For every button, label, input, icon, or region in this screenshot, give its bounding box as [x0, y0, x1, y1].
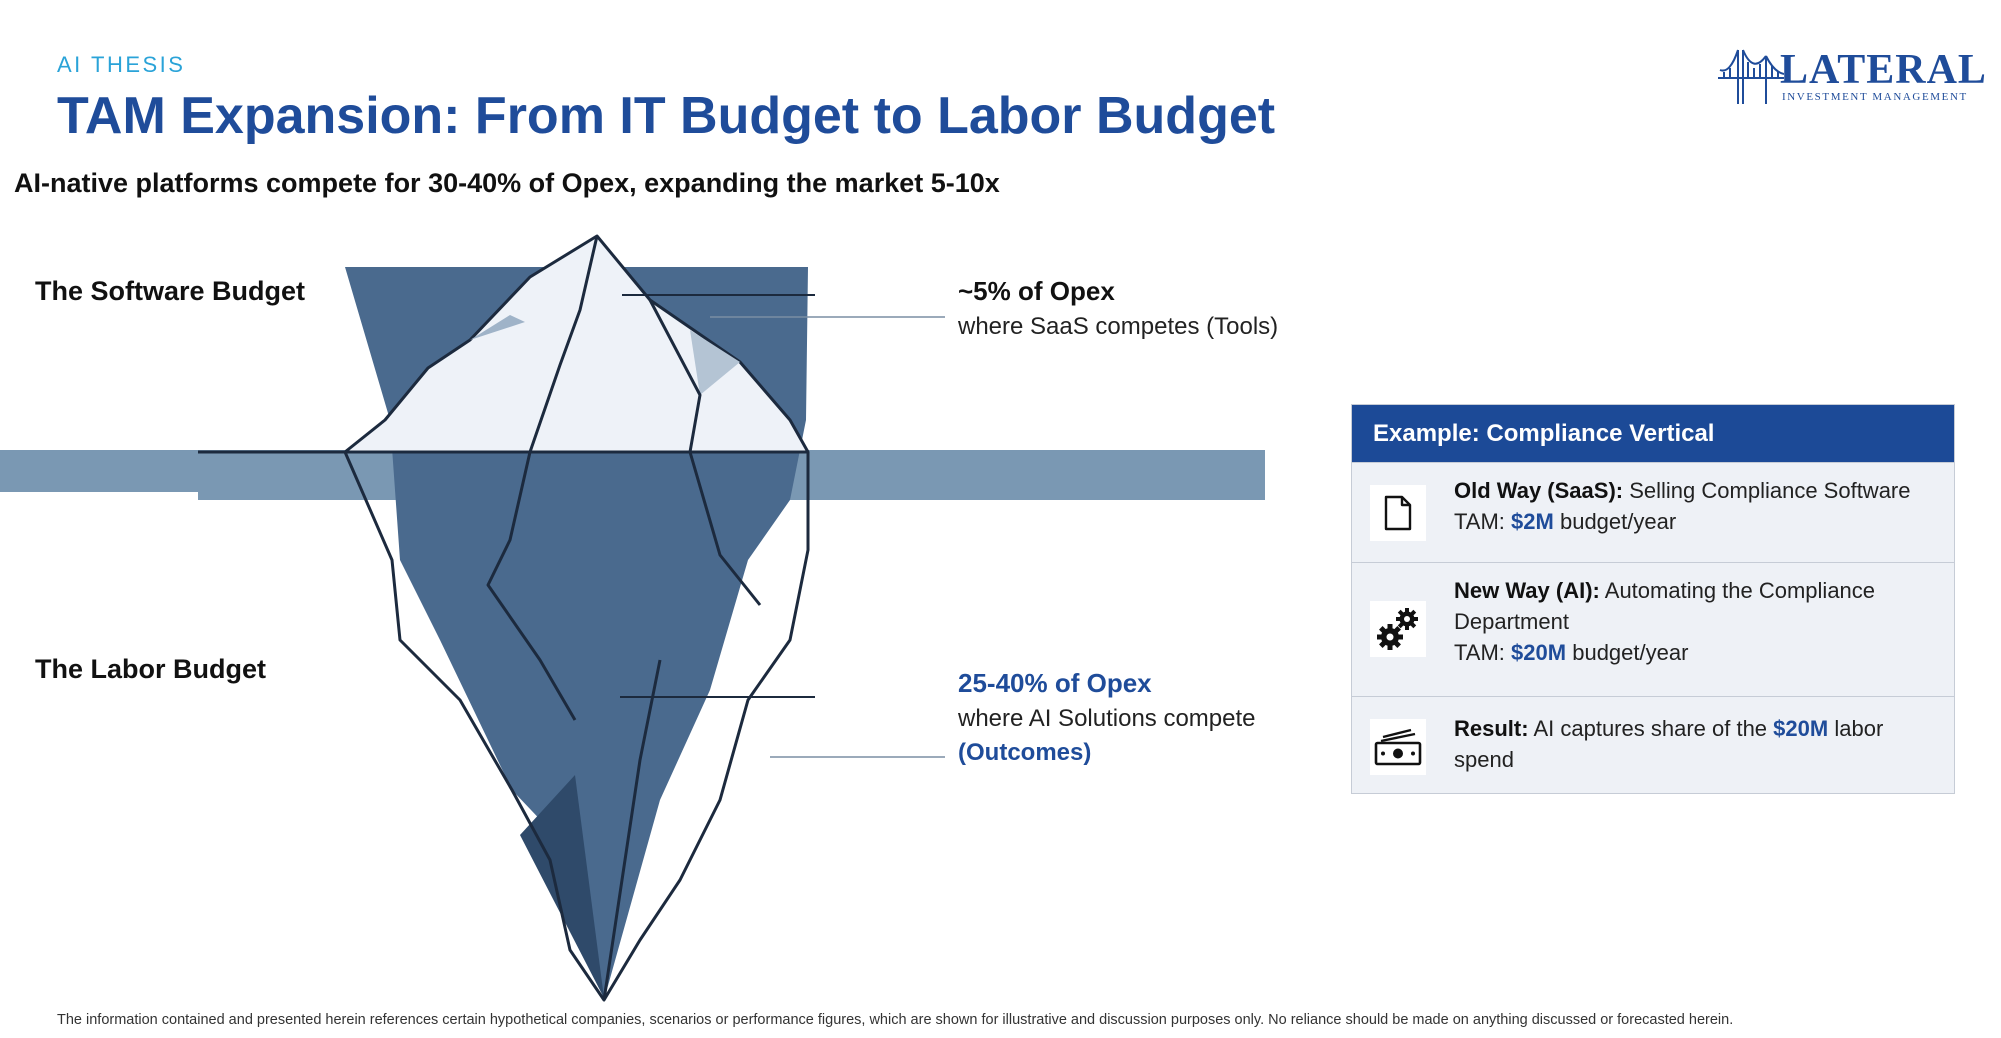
eyebrow: AI THESIS — [57, 52, 186, 77]
gears-icon — [1370, 601, 1426, 657]
labor-callout-value: 25-40% of Opex — [958, 668, 1152, 698]
page-subtitle: AI-native platforms compete for 30-40% o… — [14, 168, 1000, 198]
example-row-result: Result: AI captures share of the $20M la… — [1352, 696, 1954, 794]
waterline-gap — [0, 492, 198, 502]
bridge-icon — [1718, 49, 1784, 104]
labor-callout-text: where AI Solutions compete — [958, 705, 1256, 732]
software-budget-label: The Software Budget — [35, 276, 306, 306]
labor-callout-highlight: (Outcomes) — [958, 739, 1092, 766]
example-row-new-way-text: New Way (AI): Automating the Compliance … — [1454, 578, 1876, 665]
software-callout-text: where SaaS competes (Tools) — [958, 313, 1279, 340]
iceberg-facet-right — [690, 330, 740, 395]
example-row-result-text: Result: AI captures share of the $20M la… — [1454, 716, 1884, 772]
software-callout: ~5% of Opex where SaaS competes (Tools) — [958, 276, 1278, 341]
example-row-old-way: Old Way (SaaS): Selling Compliance Softw… — [1352, 462, 1954, 562]
iceberg-facet-left — [470, 315, 525, 340]
document-icon — [1370, 485, 1426, 541]
example-row-old-way-text: Old Way (SaaS): Selling Compliance Softw… — [1454, 478, 1911, 534]
labor-callout: 25-40% of Opex where AI Solutions compet… — [958, 668, 1256, 767]
logo-wordmark: LATERAL — [1780, 47, 1987, 93]
example-row-new-way: New Way (AI): Automating the Compliance … — [1352, 562, 1954, 696]
logo: LATERAL INVESTMENT MANAGEMENT — [1718, 44, 1986, 108]
example-card-heading: Example: Compliance Vertical — [1352, 405, 1954, 462]
money-icon — [1370, 719, 1426, 775]
software-callout-value: ~5% of Opex — [958, 276, 1115, 306]
page-title: TAM Expansion: From IT Budget to Labor B… — [57, 87, 1276, 145]
iceberg-illustration — [0, 234, 1265, 1002]
disclaimer-footer: The information contained and presented … — [57, 1012, 1734, 1028]
example-card: Example: Compliance Vertical Old Way (Sa… — [1351, 404, 1955, 794]
logo-tagline: INVESTMENT MANAGEMENT — [1782, 91, 1968, 103]
iceberg-underwater-shade — [520, 775, 604, 998]
labor-budget-label: The Labor Budget — [35, 654, 266, 684]
